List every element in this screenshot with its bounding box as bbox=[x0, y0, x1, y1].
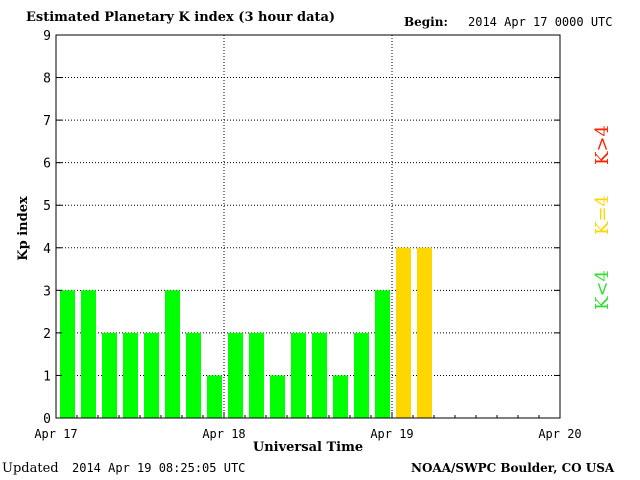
x-tick-label: Apr 20 bbox=[538, 427, 581, 441]
legend-item: K<4 bbox=[592, 270, 613, 310]
y-tick-label: 9 bbox=[43, 29, 51, 44]
y-axis-label: Kp index bbox=[16, 196, 31, 261]
x-tick-labels: Apr 17 Apr 18 Apr 19 Apr 20 bbox=[34, 427, 581, 441]
bar bbox=[396, 247, 411, 418]
x-tick-label: Apr 19 bbox=[370, 427, 413, 441]
bar bbox=[249, 332, 264, 418]
x-tick-label: Apr 17 bbox=[34, 427, 77, 441]
legend-item: K=4 bbox=[592, 195, 613, 235]
begin-value: 2014 Apr 17 0000 UTC bbox=[468, 15, 613, 29]
bars bbox=[60, 247, 432, 418]
bar bbox=[60, 290, 75, 418]
x-axis-label: Universal Time bbox=[253, 440, 363, 455]
bar bbox=[123, 332, 138, 418]
y-tick-label: 7 bbox=[43, 114, 51, 129]
y-tick-labels: 0 1 2 3 4 5 6 7 8 9 bbox=[43, 29, 51, 427]
bar bbox=[144, 332, 159, 418]
y-tick-label: 5 bbox=[43, 199, 51, 214]
footer-org: NOAA/SWPC Boulder, CO USA bbox=[411, 461, 615, 475]
y-tick-label: 0 bbox=[43, 412, 51, 427]
bar bbox=[81, 290, 96, 418]
bar bbox=[186, 332, 201, 418]
legend: K>4 K=4 K<4 bbox=[592, 125, 613, 310]
y-tick-label: 3 bbox=[43, 284, 51, 299]
bar bbox=[270, 375, 285, 418]
bar bbox=[102, 332, 117, 418]
legend-item: K>4 bbox=[592, 125, 613, 165]
chart-title: Estimated Planetary K index (3 hour data… bbox=[26, 10, 336, 25]
bar bbox=[417, 247, 432, 418]
bar bbox=[333, 375, 348, 418]
bar bbox=[291, 332, 306, 418]
grid-lines bbox=[56, 35, 560, 418]
y-tick-label: 8 bbox=[43, 72, 51, 87]
begin-label: Begin: bbox=[404, 15, 448, 29]
bar bbox=[312, 332, 327, 418]
y-tick-label: 1 bbox=[43, 369, 51, 384]
updated-value: 2014 Apr 19 08:25:05 UTC bbox=[72, 461, 246, 475]
bar bbox=[354, 332, 369, 418]
bar bbox=[165, 290, 180, 418]
bar bbox=[207, 375, 222, 418]
y-tick-label: 2 bbox=[43, 327, 51, 342]
bar bbox=[228, 332, 243, 418]
x-tick-label: Apr 18 bbox=[202, 427, 245, 441]
y-tick-label: 4 bbox=[43, 242, 51, 257]
updated-label: Updated bbox=[2, 461, 59, 476]
tick-marks bbox=[56, 34, 560, 419]
bar bbox=[375, 290, 390, 418]
y-tick-label: 6 bbox=[43, 157, 51, 172]
